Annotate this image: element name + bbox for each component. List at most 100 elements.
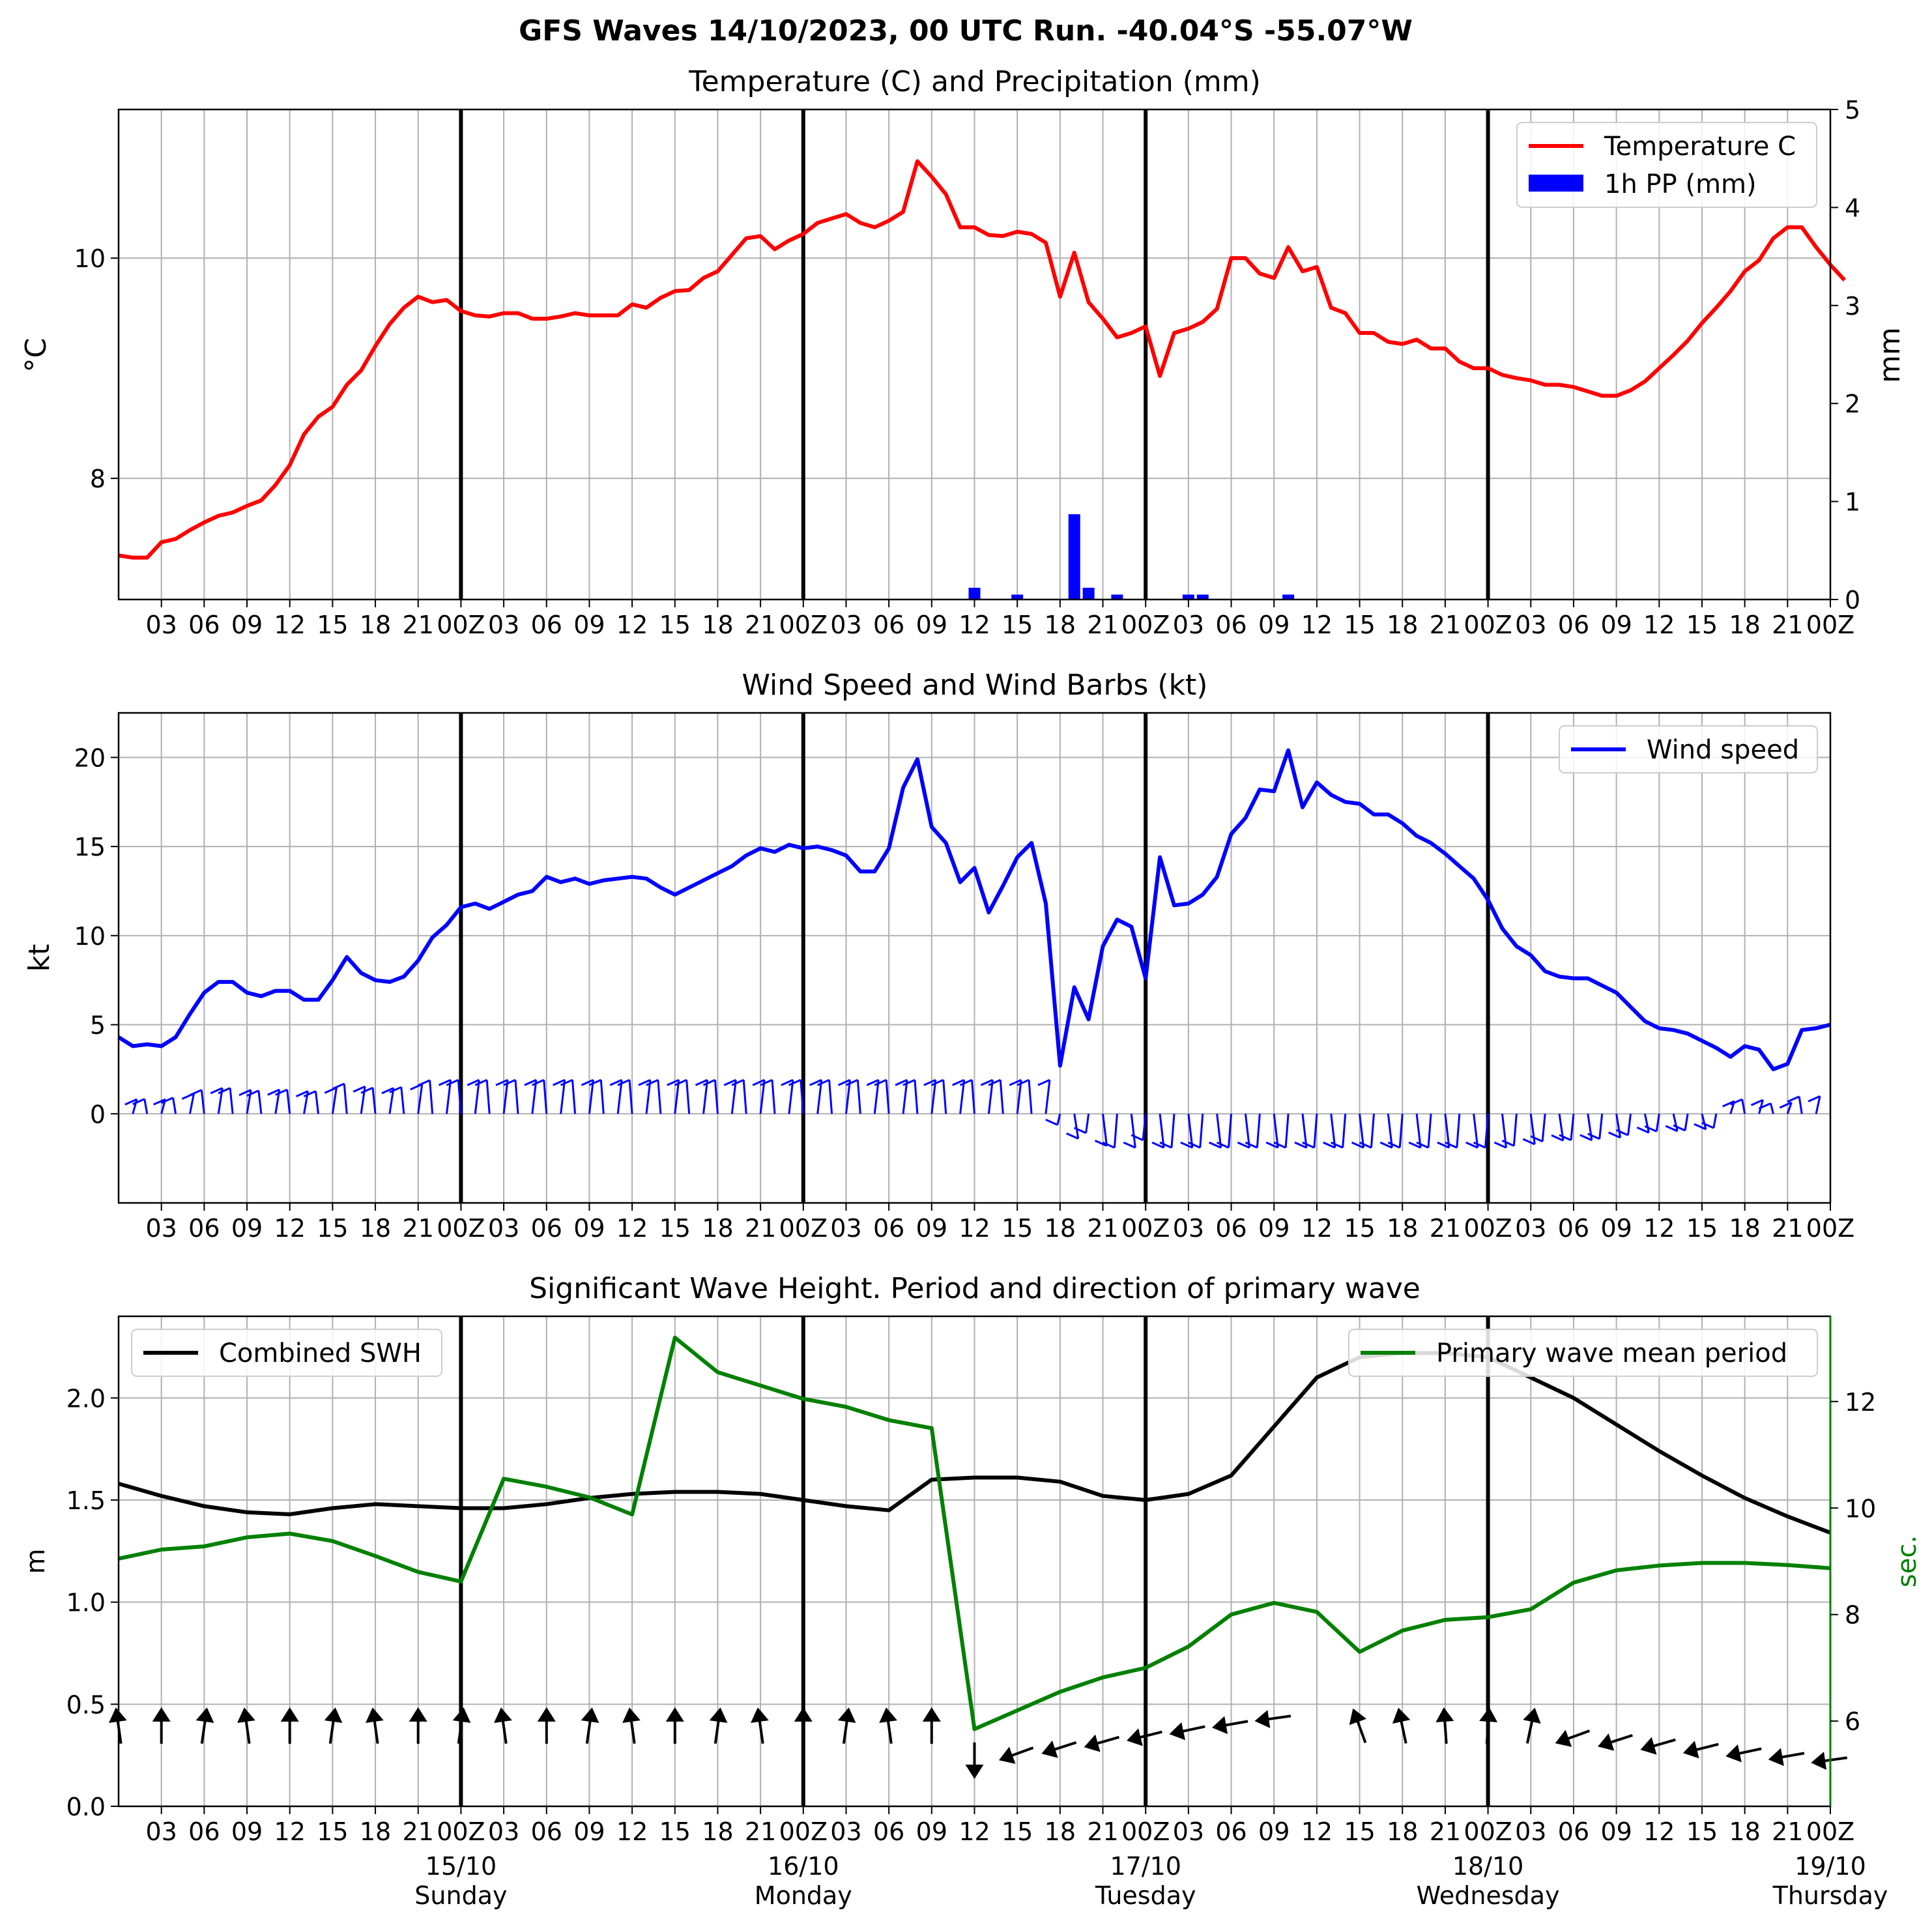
legend-precip: 1h PP (mm) [1604,169,1757,199]
wind-barb-flag [303,1090,317,1097]
arrow-head [1254,1710,1271,1728]
arrow-shaft [200,1717,207,1744]
wave-direction-arrow [1127,1728,1162,1746]
y2tick-label: 3 [1845,292,1860,321]
xtick-label: 12 [616,1214,648,1243]
wind-barb-flag [1437,1141,1450,1149]
wind-barb [1541,1114,1546,1142]
wind-barb [1045,1080,1051,1114]
wind-barb-flag [474,1078,487,1086]
ytick-label: 1.5 [66,1486,106,1515]
panel-title-temperature: Temperature (C) and Precipitation (mm) [688,65,1261,98]
wind-barb [588,1080,594,1114]
wind-barb [1016,1080,1022,1114]
xtick-label: 18 [702,611,733,639]
arrow-shaft [1525,1717,1535,1744]
wind-barb-flag [1501,1140,1514,1147]
xtick-label: 00Z [1806,1817,1854,1846]
precip-bar [968,587,981,599]
arrow-shaft [1136,1730,1162,1740]
xtick-label: 09 [573,1817,605,1846]
wind-barb-flag [1587,1133,1600,1140]
wind-barb [1216,1114,1222,1148]
xtick-label: 00Z [1463,611,1512,639]
wind-barb-flag [1701,1121,1714,1129]
wind-barb [502,1080,509,1114]
wind-barb [1170,1114,1175,1148]
xtick-label: 03 [1515,1817,1546,1846]
wind-barb-flag [532,1078,545,1086]
wind-barb [543,1080,548,1114]
xtick-label: 09 [916,1817,947,1846]
xtick-label: 15 [317,1214,348,1243]
wind-barb [200,1090,205,1114]
wind-barb [816,1080,823,1114]
wave-yticks: 0.0 0.5 1.0 1.5 2.0 [66,1384,119,1821]
xtick-label: 03 [488,611,519,639]
xtick-label: 00Z [1121,1214,1170,1243]
figure-suptitle: GFS Waves 14/10/2023, 00 UTC Run. -40.04… [519,14,1413,48]
xtick-label: 00Z [1121,1817,1170,1846]
arrow-shaft [1093,1735,1120,1746]
xtick-label: 18 [1729,611,1760,639]
temperature-yticks: 8 10 [74,244,119,493]
xtick-label: 12 [616,1817,648,1846]
xtick-label: 09 [573,1214,605,1243]
wind-barb-flag [1323,1141,1336,1149]
wave-series [118,1335,1832,1731]
wave-direction-arrow [999,1746,1034,1764]
wind-barb [730,1080,737,1114]
arrow-head [999,1746,1016,1764]
xtick-label: 09 [1258,1817,1290,1846]
wind-barb [742,1080,747,1114]
wind-barb-flag [1473,1141,1486,1149]
xtick-label: 12 [274,611,306,639]
xtick-label: 09 [1600,1817,1632,1846]
arrow-shaft [457,1717,464,1744]
wind-barb [457,1080,462,1114]
wind-barb [959,1080,966,1114]
wave-direction-arrow [366,1707,384,1744]
arrow-head [1211,1716,1228,1735]
xtick-label: 00Z [779,611,828,639]
precip-yticks: 0 1 2 3 4 5 [1830,96,1860,614]
wind-barb [1456,1114,1461,1148]
xtick-label: 18 [702,1214,733,1243]
wind-barb [417,1084,424,1114]
xtick-label: 03 [1173,1214,1204,1243]
wind-barb [902,1080,908,1114]
wind-barb-flag [467,1078,480,1086]
xtick-label: 18 [360,1214,391,1243]
xtick-label: 15 [1002,1214,1033,1243]
wave-panel: Significant Wave Height. Period and dire… [21,1272,1922,1910]
wind-barb [1102,1114,1108,1146]
wind-barb-flag [553,1078,566,1086]
wind-barb [1512,1114,1518,1146]
wave-direction-arrow [794,1707,813,1744]
wave-direction-arrow [1169,1722,1205,1740]
wind-barb-flag [1074,1127,1087,1134]
arrow-head [622,1707,641,1724]
wind-barb-flag [560,1078,573,1086]
arrow-head [1169,1722,1185,1740]
wind-barb-flag [295,1090,309,1097]
xtick-label: 12 [1643,1214,1675,1243]
xtick-label: 12 [274,1817,306,1846]
arrow-shaft [501,1717,508,1744]
wind-barb-flag [1559,1134,1572,1142]
arrow-shaft [244,1717,251,1744]
wind-barb-flag [1302,1141,1315,1149]
wind-series [117,748,1831,1071]
ytick-label: 0.0 [66,1793,106,1821]
xtick-label: 03 [1173,1817,1204,1846]
y2tick-label: 6 [1845,1707,1860,1736]
wind-barb [400,1087,405,1114]
wind-barb [1130,1114,1136,1148]
wind-barb-flag [1465,1141,1478,1149]
wind-barb-flag [153,1098,166,1106]
swh-legend: Combined SWH [131,1329,442,1377]
arrow-head [1127,1728,1143,1746]
ylabel-precip: mm [1873,327,1907,383]
wind-barb-flag [731,1078,744,1086]
wind-barb [1342,1114,1347,1148]
